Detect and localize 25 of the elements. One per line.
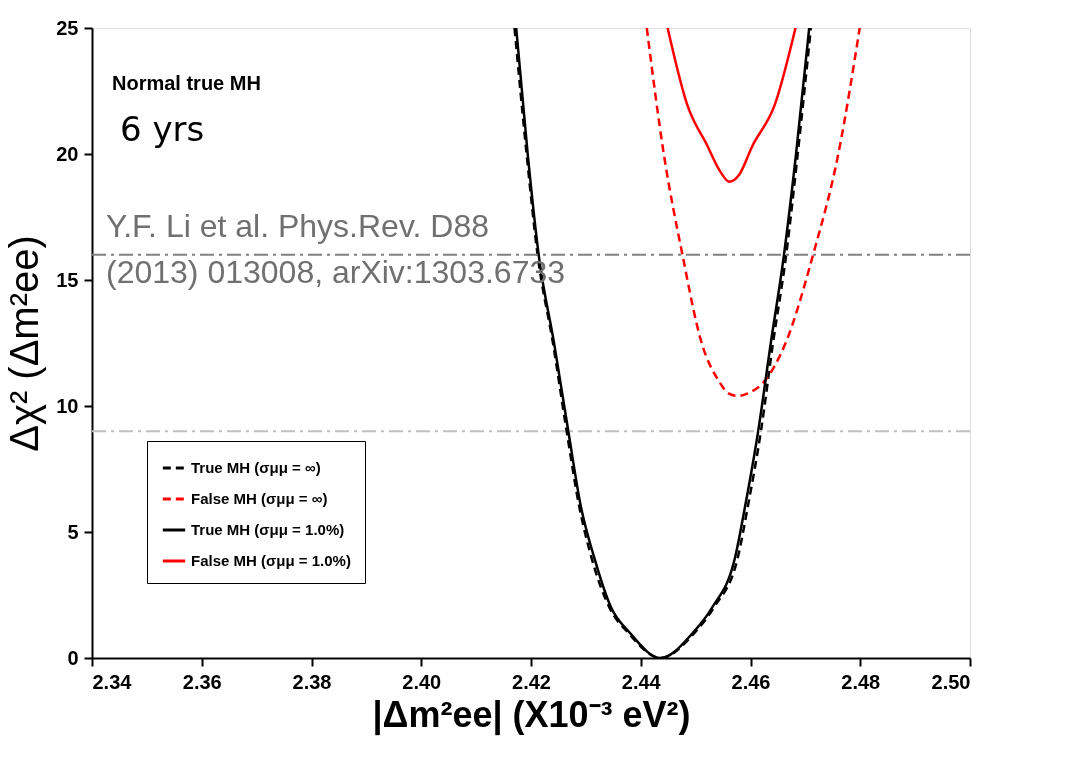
x-tick-label: 2.50: [931, 670, 971, 693]
y-tick-label: 20: [56, 142, 79, 165]
legend-label: False MH (σμμ = ∞): [191, 490, 328, 507]
x-axis-title: |Δm²ee| (X10⁻³ eV²): [372, 693, 691, 736]
x-tick-label: 2.38: [292, 670, 332, 693]
x-tick-label: 2.34: [92, 670, 133, 693]
x-tick-label: 2.42: [512, 670, 551, 693]
annotation: 6 yrs: [120, 109, 205, 149]
y-tick-label: 25: [56, 16, 79, 39]
y-tick-label: 10: [56, 394, 79, 417]
legend-label: True MH (σμμ = ∞): [191, 459, 321, 476]
x-tick-label: 2.48: [841, 670, 881, 693]
x-tick-label: 2.40: [402, 670, 442, 693]
x-tick-label: 2.44: [621, 670, 662, 693]
legend-label: False MH (σμμ = 1.0%): [191, 552, 351, 569]
y-tick-label: 5: [67, 520, 79, 543]
y-axis-title: Δχ² (Δm²ee): [2, 235, 47, 452]
y-tick-label: 0: [67, 646, 79, 669]
x-tick-label: 2.46: [731, 670, 771, 693]
annotation: Normal true MH: [112, 72, 261, 94]
legend-label: True MH (σμμ = 1.0%): [191, 521, 345, 538]
line-series: [666, 28, 797, 183]
x-tick-label: 2.36: [182, 670, 222, 693]
y-tick-label: 15: [56, 268, 79, 291]
line-series: [645, 28, 861, 398]
